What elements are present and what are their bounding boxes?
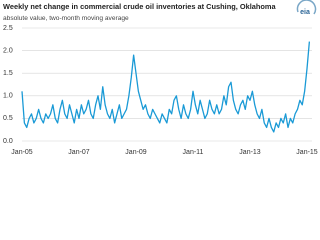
y-tick-label: 0.0 (3, 138, 13, 145)
y-tick-label: 2.0 (3, 47, 13, 54)
y-tick-label: 0.5 (3, 115, 13, 122)
x-tick-label: Jan-09 (125, 149, 147, 156)
chart-subtitle: absolute value, two-month moving average (3, 15, 129, 22)
chart-title: Weekly net change in commercial crude oi… (3, 2, 276, 11)
x-tick-label: Jan-11 (183, 149, 204, 156)
y-tick-label: 2.5 (3, 25, 13, 32)
page: Weekly net change in commercial crude oi… (3, 0, 318, 156)
chart: Weekly net change in commercial crude oi… (3, 0, 318, 156)
data-line (21, 41, 311, 133)
logo-text: eia (300, 9, 310, 16)
x-tick-label: Jan-15 (296, 149, 318, 156)
x-tick-label: Jan-07 (68, 149, 90, 156)
y-tick-label: 1.0 (3, 93, 13, 100)
logo-arc (296, 0, 317, 15)
y-tick-label: 1.5 (3, 70, 13, 77)
x-tick-label: Jan-05 (11, 149, 33, 156)
logo: eia (296, 0, 317, 16)
x-tick-label: Jan-13 (239, 149, 261, 156)
